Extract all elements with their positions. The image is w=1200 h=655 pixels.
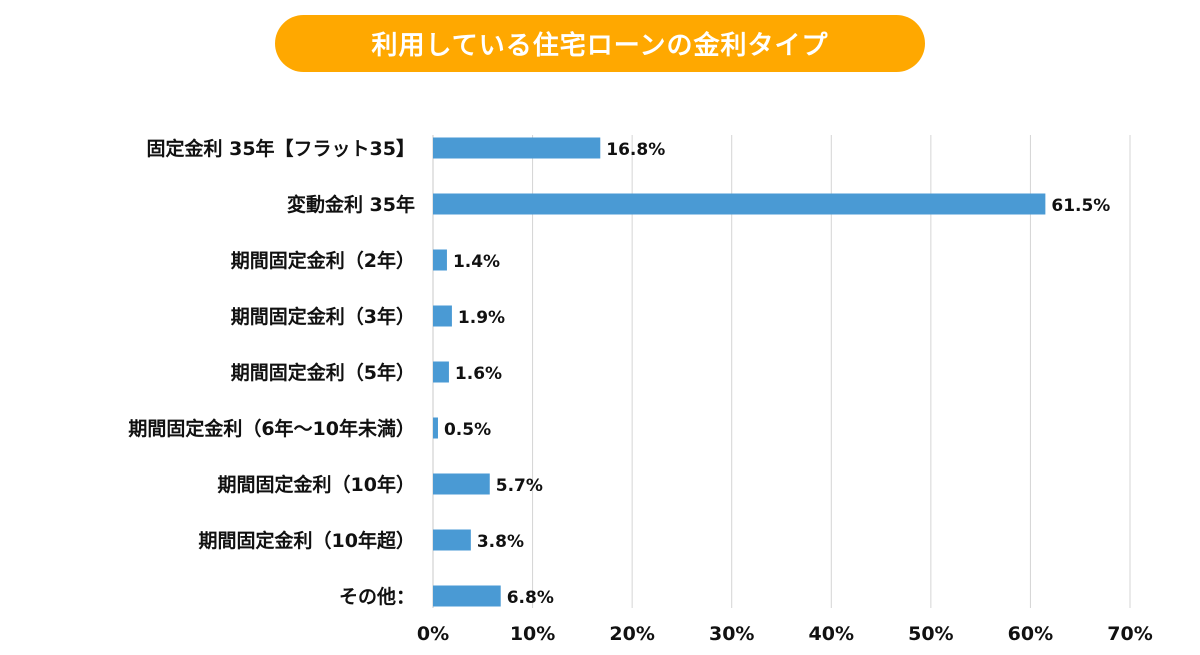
bar xyxy=(433,529,471,551)
category-label: 期間固定金利（2年） xyxy=(231,249,415,272)
bar xyxy=(433,249,447,271)
data-label: 1.9% xyxy=(458,308,505,328)
data-label: 1.6% xyxy=(455,364,502,384)
x-tick-label: 10% xyxy=(510,623,555,645)
data-label: 5.7% xyxy=(496,476,543,496)
x-tick-label: 30% xyxy=(709,623,754,645)
data-label: 6.8% xyxy=(507,588,554,608)
x-tick-label: 0% xyxy=(417,623,449,645)
chart-title: 利用している住宅ローンの金利タイプ xyxy=(275,15,925,72)
x-tick-label: 70% xyxy=(1107,623,1152,645)
bar xyxy=(433,193,1046,215)
data-label: 3.8% xyxy=(477,532,524,552)
bar xyxy=(433,137,601,159)
category-label: その他： xyxy=(339,585,415,608)
bar xyxy=(433,417,438,439)
x-tick-label: 50% xyxy=(908,623,953,645)
x-tick-label: 40% xyxy=(809,623,854,645)
category-label: 期間固定金利（3年） xyxy=(231,305,415,328)
category-label: 期間固定金利（6年〜10年未満） xyxy=(128,417,415,440)
data-label: 0.5% xyxy=(444,420,491,440)
bar xyxy=(433,585,501,607)
category-label: 期間固定金利（10年超） xyxy=(199,529,415,552)
category-label: 期間固定金利（5年） xyxy=(231,361,415,384)
bar xyxy=(433,361,449,383)
data-label: 61.5% xyxy=(1051,196,1110,216)
x-tick-label: 60% xyxy=(1008,623,1053,645)
data-label: 16.8% xyxy=(606,140,665,160)
data-label: 1.4% xyxy=(453,252,500,272)
category-label: 期間固定金利（10年） xyxy=(218,473,415,496)
category-label: 固定金利 35年【フラット35】 xyxy=(147,137,416,160)
bar xyxy=(433,305,452,327)
category-label: 変動金利 35年 xyxy=(287,193,415,216)
x-tick-label: 20% xyxy=(609,623,654,645)
bar xyxy=(433,473,490,495)
